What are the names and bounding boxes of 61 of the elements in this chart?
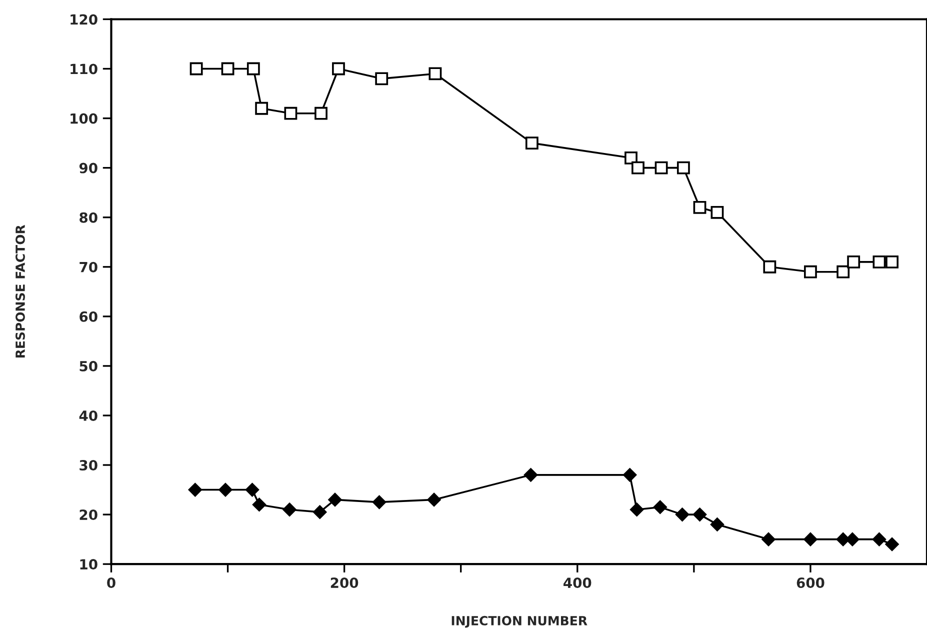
y-tick-label: 10 [80,559,98,570]
point [710,518,724,532]
point [245,482,260,497]
point [675,508,690,522]
x-tick-label: 0 [107,578,116,588]
point [632,161,644,174]
point [676,161,690,174]
point [332,62,345,76]
point [221,62,234,76]
point [190,62,203,76]
point [836,265,850,278]
point [762,532,776,546]
y-tick-label: 60 [80,311,98,322]
y-tick-label: 100 [70,113,98,124]
point [246,62,260,76]
point [313,505,327,519]
point [872,532,886,546]
y-tick-label: 40 [79,410,98,421]
point [623,468,637,482]
point [252,498,266,512]
y-tick-label: 90 [79,162,98,174]
y-tick-label: 120 [70,14,98,25]
point [624,151,638,164]
point [314,106,328,120]
point [692,508,707,522]
point [427,492,441,506]
y-tick-label: 110 [70,64,98,74]
point [255,102,268,115]
point [188,482,202,497]
y-tick-label: 80 [80,212,98,223]
x-axis-title: INJECTION NUMBER [452,616,588,628]
x-tick-label: 400 [564,578,592,588]
point [282,502,296,516]
point [710,206,724,219]
x-tick-label: 600 [796,578,824,588]
point [428,67,442,80]
point [372,495,386,509]
point [886,255,898,268]
point [524,468,538,482]
point [872,255,886,268]
y-tick-label: 30 [80,460,98,470]
point [284,106,298,120]
point [375,72,388,86]
point [847,255,860,268]
x-tick-label: 200 [330,578,358,588]
point [763,260,776,274]
point [693,200,706,214]
point [804,532,818,546]
y-axis-title: RESPONSE FACTOR [16,224,25,358]
point [328,492,342,506]
point [630,502,644,516]
y-tick-label: 20 [80,510,98,520]
y-tick-label: 50 [80,360,98,372]
point [654,161,668,174]
point [804,265,817,278]
point [218,482,232,497]
point [525,136,538,150]
point [653,500,667,514]
y-tick-label: 70 [80,262,98,272]
point [885,537,899,552]
point [846,532,860,546]
